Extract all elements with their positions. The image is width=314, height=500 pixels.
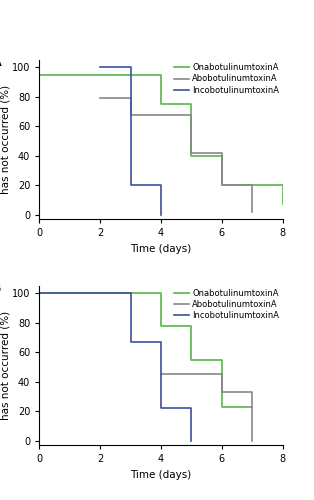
AbobotulinumtoxinA: [250, 208, 254, 214]
Text: B: B: [0, 281, 1, 295]
Line: AbobotulinumtoxinA: AbobotulinumtoxinA: [161, 374, 252, 440]
Legend: OnabotulinumtoxinA, AbobotulinumtoxinA, IncobotulinumtoxinA: OnabotulinumtoxinA, AbobotulinumtoxinA, …: [172, 288, 281, 322]
Line: OnabotulinumtoxinA: OnabotulinumtoxinA: [39, 74, 283, 204]
OnabotulinumtoxinA: [281, 182, 284, 188]
AbobotulinumtoxinA: [129, 96, 133, 102]
AbobotulinumtoxinA: [159, 372, 163, 378]
Text: A: A: [0, 55, 1, 69]
OnabotulinumtoxinA: [281, 202, 284, 207]
OnabotulinumtoxinA: [159, 322, 163, 328]
IncobotulinumtoxinA: [159, 405, 163, 411]
Line: IncobotulinumtoxinA: IncobotulinumtoxinA: [100, 68, 161, 214]
AbobotulinumtoxinA: [220, 182, 224, 188]
IncobotulinumtoxinA: [129, 64, 133, 70]
Line: OnabotulinumtoxinA: OnabotulinumtoxinA: [39, 294, 252, 406]
OnabotulinumtoxinA: [189, 101, 193, 107]
X-axis label: Time (days): Time (days): [130, 244, 192, 254]
AbobotulinumtoxinA: [98, 96, 102, 102]
Legend: OnabotulinumtoxinA, AbobotulinumtoxinA, IncobotulinumtoxinA: OnabotulinumtoxinA, AbobotulinumtoxinA, …: [172, 62, 281, 96]
OnabotulinumtoxinA: [37, 72, 41, 78]
IncobotulinumtoxinA: [129, 182, 133, 188]
IncobotulinumtoxinA: [98, 64, 102, 70]
AbobotulinumtoxinA: [189, 150, 193, 156]
IncobotulinumtoxinA: [189, 438, 193, 444]
OnabotulinumtoxinA: [220, 404, 224, 409]
IncobotulinumtoxinA: [129, 290, 133, 296]
OnabotulinumtoxinA: [220, 356, 224, 362]
IncobotulinumtoxinA: [159, 339, 163, 345]
OnabotulinumtoxinA: [159, 72, 163, 78]
AbobotulinumtoxinA: [189, 112, 193, 117]
IncobotulinumtoxinA: [189, 405, 193, 411]
AbobotulinumtoxinA: [220, 150, 224, 156]
IncobotulinumtoxinA: [129, 339, 133, 345]
OnabotulinumtoxinA: [250, 404, 254, 409]
AbobotulinumtoxinA: [250, 389, 254, 395]
AbobotulinumtoxinA: [220, 389, 224, 395]
OnabotulinumtoxinA: [189, 152, 193, 158]
OnabotulinumtoxinA: [189, 322, 193, 328]
OnabotulinumtoxinA: [159, 290, 163, 296]
IncobotulinumtoxinA: [37, 290, 41, 296]
OnabotulinumtoxinA: [220, 152, 224, 158]
OnabotulinumtoxinA: [159, 101, 163, 107]
AbobotulinumtoxinA: [250, 438, 254, 444]
Y-axis label: Onset of treatment event
has not occurred (%): Onset of treatment event has not occurre…: [0, 73, 10, 206]
OnabotulinumtoxinA: [250, 404, 254, 409]
OnabotulinumtoxinA: [220, 182, 224, 188]
OnabotulinumtoxinA: [189, 356, 193, 362]
Y-axis label: Onset of treatment event
has not occurred (%): Onset of treatment event has not occurre…: [0, 299, 10, 432]
AbobotulinumtoxinA: [129, 112, 133, 117]
Line: IncobotulinumtoxinA: IncobotulinumtoxinA: [39, 294, 191, 440]
Line: AbobotulinumtoxinA: AbobotulinumtoxinA: [100, 98, 252, 212]
X-axis label: Time (days): Time (days): [130, 470, 192, 480]
OnabotulinumtoxinA: [37, 290, 41, 296]
IncobotulinumtoxinA: [159, 212, 163, 218]
AbobotulinumtoxinA: [220, 372, 224, 378]
IncobotulinumtoxinA: [159, 182, 163, 188]
AbobotulinumtoxinA: [250, 182, 254, 188]
